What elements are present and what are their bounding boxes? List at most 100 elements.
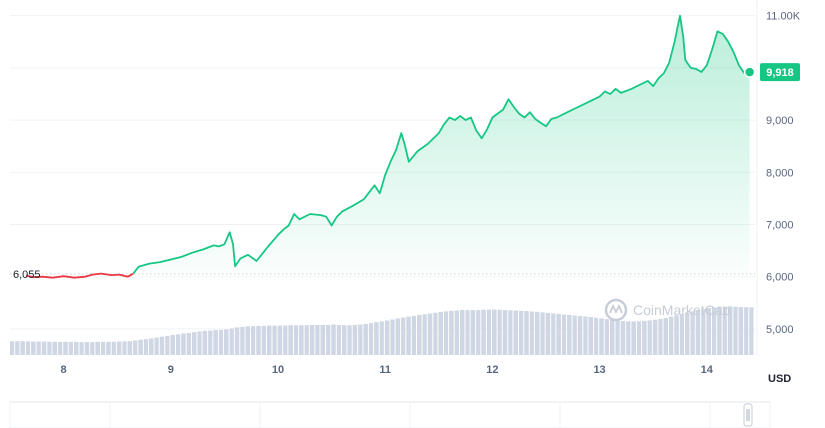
volume-bar bbox=[20, 341, 25, 355]
volume-bar bbox=[428, 313, 433, 355]
volume-bar bbox=[503, 310, 508, 355]
y-tick-label: 5,000 bbox=[766, 324, 794, 336]
volume-bar bbox=[497, 309, 502, 355]
volume-bar bbox=[519, 310, 524, 355]
volume-bar bbox=[636, 321, 642, 355]
x-axis-ticks: 8 9 10 11 12 13 14 bbox=[61, 364, 714, 376]
x-tick-label: 8 bbox=[61, 364, 67, 376]
volume-bar bbox=[42, 341, 47, 355]
volume-bar bbox=[594, 317, 599, 355]
volume-bar bbox=[390, 319, 395, 355]
volume-bar bbox=[658, 318, 663, 355]
current-price-dot bbox=[743, 66, 756, 78]
volume-bar bbox=[310, 325, 315, 355]
volume-bar bbox=[192, 332, 197, 355]
volume-bar bbox=[460, 310, 465, 355]
volume-bar bbox=[58, 341, 63, 355]
volume-bar bbox=[411, 315, 417, 355]
volume-bar bbox=[385, 320, 390, 355]
volume-bar bbox=[353, 325, 358, 355]
volume-bar bbox=[561, 314, 567, 355]
volume-bar bbox=[621, 321, 626, 355]
volume-bar bbox=[261, 325, 266, 355]
volume-bar bbox=[401, 317, 406, 355]
volume-bar bbox=[63, 341, 68, 355]
volume-bar bbox=[647, 320, 652, 355]
volume-bar bbox=[690, 311, 695, 355]
volume-bar bbox=[111, 341, 116, 355]
volume-bar bbox=[481, 309, 486, 355]
volume-bar bbox=[567, 315, 572, 355]
volume-bar bbox=[492, 309, 497, 355]
price-area-fill bbox=[133, 15, 750, 274]
volume-bar bbox=[465, 310, 470, 355]
volume-bar bbox=[10, 341, 15, 355]
volume-bar bbox=[615, 320, 620, 355]
watermark-text: CoinMarketCap bbox=[633, 302, 730, 318]
volume-bar bbox=[251, 326, 256, 355]
y-tick-label: 6,000 bbox=[766, 272, 794, 284]
volume-bar bbox=[588, 317, 594, 355]
volume-bar bbox=[170, 335, 175, 355]
volume-bar bbox=[288, 325, 293, 355]
volume-bar bbox=[470, 310, 476, 355]
volume-bar bbox=[106, 341, 111, 355]
x-tick-label: 14 bbox=[701, 364, 714, 376]
volume-bar bbox=[368, 323, 374, 355]
volume-bars bbox=[10, 306, 754, 355]
volume-bar bbox=[540, 312, 545, 355]
volume-bar bbox=[36, 341, 41, 355]
volume-bar bbox=[342, 325, 347, 355]
volume-bar bbox=[133, 340, 138, 355]
volume-bar bbox=[299, 325, 304, 355]
volume-bar bbox=[283, 325, 288, 355]
baseline-value-label: 6,055 bbox=[13, 269, 41, 281]
volume-bar bbox=[508, 310, 513, 355]
volume-bar bbox=[722, 306, 727, 355]
volume-bar bbox=[218, 329, 224, 355]
volume-bar bbox=[277, 325, 283, 355]
volume-bar bbox=[47, 341, 52, 355]
volume-bar bbox=[513, 310, 519, 355]
volume-bar bbox=[578, 316, 583, 355]
current-price-badge bbox=[760, 63, 800, 82]
volume-bar bbox=[701, 309, 706, 355]
volume-bar bbox=[315, 325, 320, 355]
volume-bar bbox=[100, 341, 106, 355]
volume-bar bbox=[52, 341, 58, 355]
range-navigator[interactable] bbox=[9, 401, 771, 428]
volume-bar bbox=[422, 314, 427, 355]
volume-bar bbox=[154, 337, 159, 355]
volume-bar bbox=[395, 318, 401, 355]
volume-bar bbox=[653, 319, 658, 355]
volume-bar bbox=[122, 341, 127, 355]
volume-bar bbox=[202, 330, 208, 355]
volume-bar bbox=[293, 325, 299, 355]
volume-bar bbox=[728, 306, 733, 355]
volume-bar bbox=[208, 330, 213, 355]
volume-bar bbox=[706, 308, 711, 355]
range-handle-icon[interactable] bbox=[743, 403, 753, 427]
volume-bar bbox=[358, 324, 363, 355]
volume-bar bbox=[229, 328, 234, 355]
volume-bar bbox=[556, 313, 561, 355]
volume-bar bbox=[90, 342, 95, 355]
volume-bar bbox=[326, 324, 331, 355]
volume-bar bbox=[733, 306, 738, 355]
volume-bar bbox=[127, 341, 133, 355]
volume-bar bbox=[15, 341, 20, 355]
volume-bar bbox=[476, 310, 481, 355]
y-tick-label: 11.00K bbox=[766, 11, 801, 23]
volume-bar bbox=[551, 313, 556, 355]
volume-bar bbox=[610, 319, 615, 355]
volume-bar bbox=[245, 326, 251, 355]
volume-bar bbox=[744, 307, 749, 355]
volume-bar bbox=[604, 319, 609, 355]
volume-bar bbox=[138, 339, 143, 355]
volume-bar bbox=[711, 307, 717, 355]
volume-bar bbox=[449, 310, 454, 355]
price-line-below-baseline bbox=[25, 272, 134, 279]
y-tick-label: 9,000 bbox=[766, 115, 794, 127]
